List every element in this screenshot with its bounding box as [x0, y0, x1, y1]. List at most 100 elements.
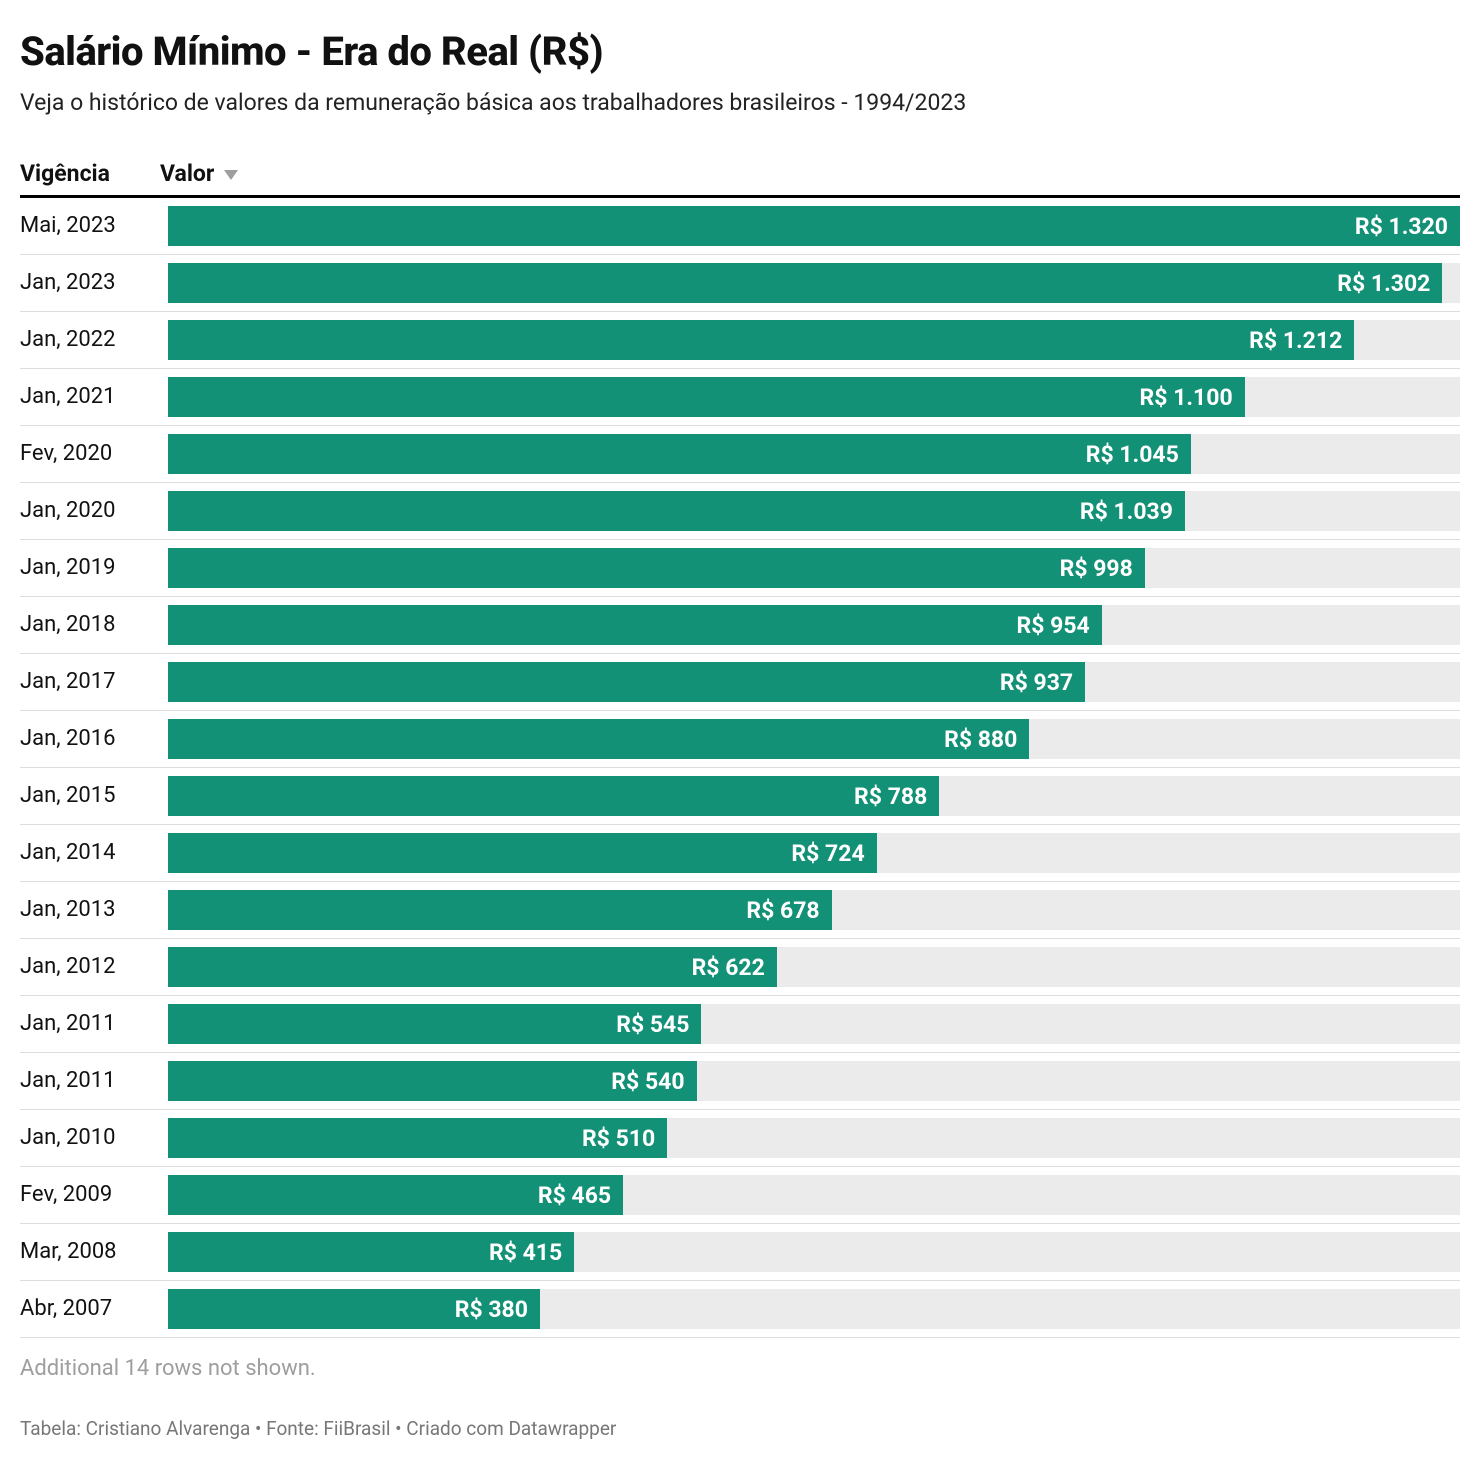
table-header-row: Vigência Valor [20, 160, 1460, 198]
bar-cell: R$ 998 [168, 548, 1460, 588]
bar-value-label: R$ 1.100 [1140, 384, 1233, 411]
bar-value-label: R$ 954 [1017, 612, 1090, 639]
bar-fill: R$ 954 [168, 605, 1102, 645]
period-cell: Jan, 2022 [20, 326, 168, 354]
bar-cell: R$ 1.302 [168, 263, 1460, 303]
period-cell: Mar, 2008 [20, 1238, 168, 1266]
table-row: Jan, 2022 R$ 1.212 [20, 312, 1460, 369]
table-row: Jan, 2012 R$ 622 [20, 939, 1460, 996]
bar-cell: R$ 1.045 [168, 434, 1460, 474]
period-cell: Jan, 2018 [20, 611, 168, 639]
table-row: Jan, 2021 R$ 1.100 [20, 369, 1460, 426]
bar-value-label: R$ 540 [611, 1068, 684, 1095]
bar-value-label: R$ 510 [582, 1125, 655, 1152]
bar-fill: R$ 380 [168, 1289, 540, 1329]
table-row: Jan, 2018 R$ 954 [20, 597, 1460, 654]
bar-cell: R$ 788 [168, 776, 1460, 816]
bar-cell: R$ 1.100 [168, 377, 1460, 417]
period-cell: Fev, 2009 [20, 1181, 168, 1209]
bar-fill: R$ 545 [168, 1004, 701, 1044]
chart-title: Salário Mínimo - Era do Real (R$) [20, 28, 1460, 75]
column-header-period[interactable]: Vigência [20, 160, 160, 187]
bar-value-label: R$ 1.212 [1249, 327, 1342, 354]
table-row: Jan, 2015R$ 788 [20, 768, 1460, 825]
column-header-value-label: Valor [160, 160, 214, 187]
bar-cell: R$ 1.039 [168, 491, 1460, 531]
period-cell: Fev, 2020 [20, 440, 168, 468]
table-row: Jan, 2014 R$ 724 [20, 825, 1460, 882]
table-row: Jan, 2020 R$ 1.039 [20, 483, 1460, 540]
table-row: Jan, 2017 R$ 937 [20, 654, 1460, 711]
column-header-value[interactable]: Valor [160, 160, 1460, 187]
chart-container: Salário Mínimo - Era do Real (R$) Veja o… [0, 0, 1480, 1480]
bar-value-label: R$ 415 [489, 1239, 562, 1266]
table-row: Jan, 2011 R$ 540 [20, 1053, 1460, 1110]
data-table: Vigência Valor Mai, 2023R$ 1.320Jan, 202… [20, 160, 1460, 1338]
period-cell: Jan, 2010 [20, 1124, 168, 1152]
bar-cell: R$ 380 [168, 1289, 1460, 1329]
bar-fill: R$ 937 [168, 662, 1085, 702]
chart-credits: Tabela: Cristiano Alvarenga • Fonte: Fii… [20, 1417, 1460, 1440]
bar-cell: R$ 510 [168, 1118, 1460, 1158]
bar-value-label: R$ 545 [616, 1011, 689, 1038]
bar-value-label: R$ 678 [746, 897, 819, 924]
bar-cell: R$ 540 [168, 1061, 1460, 1101]
period-cell: Jan, 2014 [20, 839, 168, 867]
period-cell: Jan, 2013 [20, 896, 168, 924]
bar-fill: R$ 510 [168, 1118, 667, 1158]
table-row: Jan, 2023 R$ 1.302 [20, 255, 1460, 312]
bar-fill: R$ 678 [168, 890, 832, 930]
bar-value-label: R$ 1.045 [1086, 441, 1179, 468]
table-body: Mai, 2023R$ 1.320Jan, 2023R$ 1.302Jan, 2… [20, 198, 1460, 1338]
table-row: Fev, 2020 R$ 1.045 [20, 426, 1460, 483]
bar-fill: R$ 540 [168, 1061, 697, 1101]
bar-cell: R$ 545 [168, 1004, 1460, 1044]
bar-fill: R$ 1.045 [168, 434, 1191, 474]
bar-value-label: R$ 622 [692, 954, 765, 981]
period-cell: Jan, 2017 [20, 668, 168, 696]
bar-fill: R$ 724 [168, 833, 877, 873]
bar-fill: R$ 1.212 [168, 320, 1354, 360]
period-cell: Jan, 2011 [20, 1067, 168, 1095]
bar-value-label: R$ 465 [538, 1182, 611, 1209]
bar-fill: R$ 788 [168, 776, 939, 816]
chart-subtitle: Veja o histórico de valores da remuneraç… [20, 89, 1460, 116]
bar-fill: R$ 1.039 [168, 491, 1185, 531]
bar-fill: R$ 465 [168, 1175, 623, 1215]
period-cell: Jan, 2020 [20, 497, 168, 525]
table-row: Mai, 2023R$ 1.320 [20, 198, 1460, 255]
sort-desc-icon [224, 170, 238, 180]
period-cell: Jan, 2021 [20, 383, 168, 411]
bar-fill: R$ 415 [168, 1232, 574, 1272]
bar-cell: R$ 415 [168, 1232, 1460, 1272]
period-cell: Mai, 2023 [20, 212, 168, 240]
bar-value-label: R$ 1.039 [1080, 498, 1173, 525]
bar-cell: R$ 622 [168, 947, 1460, 987]
bar-value-label: R$ 1.302 [1337, 270, 1430, 297]
bar-value-label: R$ 880 [944, 726, 1017, 753]
bar-value-label: R$ 937 [1000, 669, 1073, 696]
truncated-note: Additional 14 rows not shown. [20, 1356, 1460, 1381]
bar-fill: R$ 1.302 [168, 263, 1442, 303]
bar-fill: R$ 1.320 [168, 206, 1460, 246]
table-row: Jan, 2011 R$ 545 [20, 996, 1460, 1053]
bar-fill: R$ 622 [168, 947, 777, 987]
period-cell: Jan, 2023 [20, 269, 168, 297]
period-cell: Abr, 2007 [20, 1295, 168, 1323]
bar-value-label: R$ 724 [791, 840, 864, 867]
table-row: Jan, 2016R$ 880 [20, 711, 1460, 768]
period-cell: Jan, 2011 [20, 1010, 168, 1038]
bar-fill: R$ 1.100 [168, 377, 1245, 417]
table-row: Jan, 2013 R$ 678 [20, 882, 1460, 939]
period-cell: Jan, 2019 [20, 554, 168, 582]
table-row: Fev, 2009 R$ 465 [20, 1167, 1460, 1224]
bar-cell: R$ 880 [168, 719, 1460, 759]
table-row: Abr, 2007 R$ 380 [20, 1281, 1460, 1338]
bar-cell: R$ 724 [168, 833, 1460, 873]
bar-cell: R$ 954 [168, 605, 1460, 645]
table-row: Mar, 2008 R$ 415 [20, 1224, 1460, 1281]
bar-value-label: R$ 998 [1060, 555, 1133, 582]
bar-cell: R$ 465 [168, 1175, 1460, 1215]
bar-value-label: R$ 380 [455, 1296, 528, 1323]
period-cell: Jan, 2012 [20, 953, 168, 981]
